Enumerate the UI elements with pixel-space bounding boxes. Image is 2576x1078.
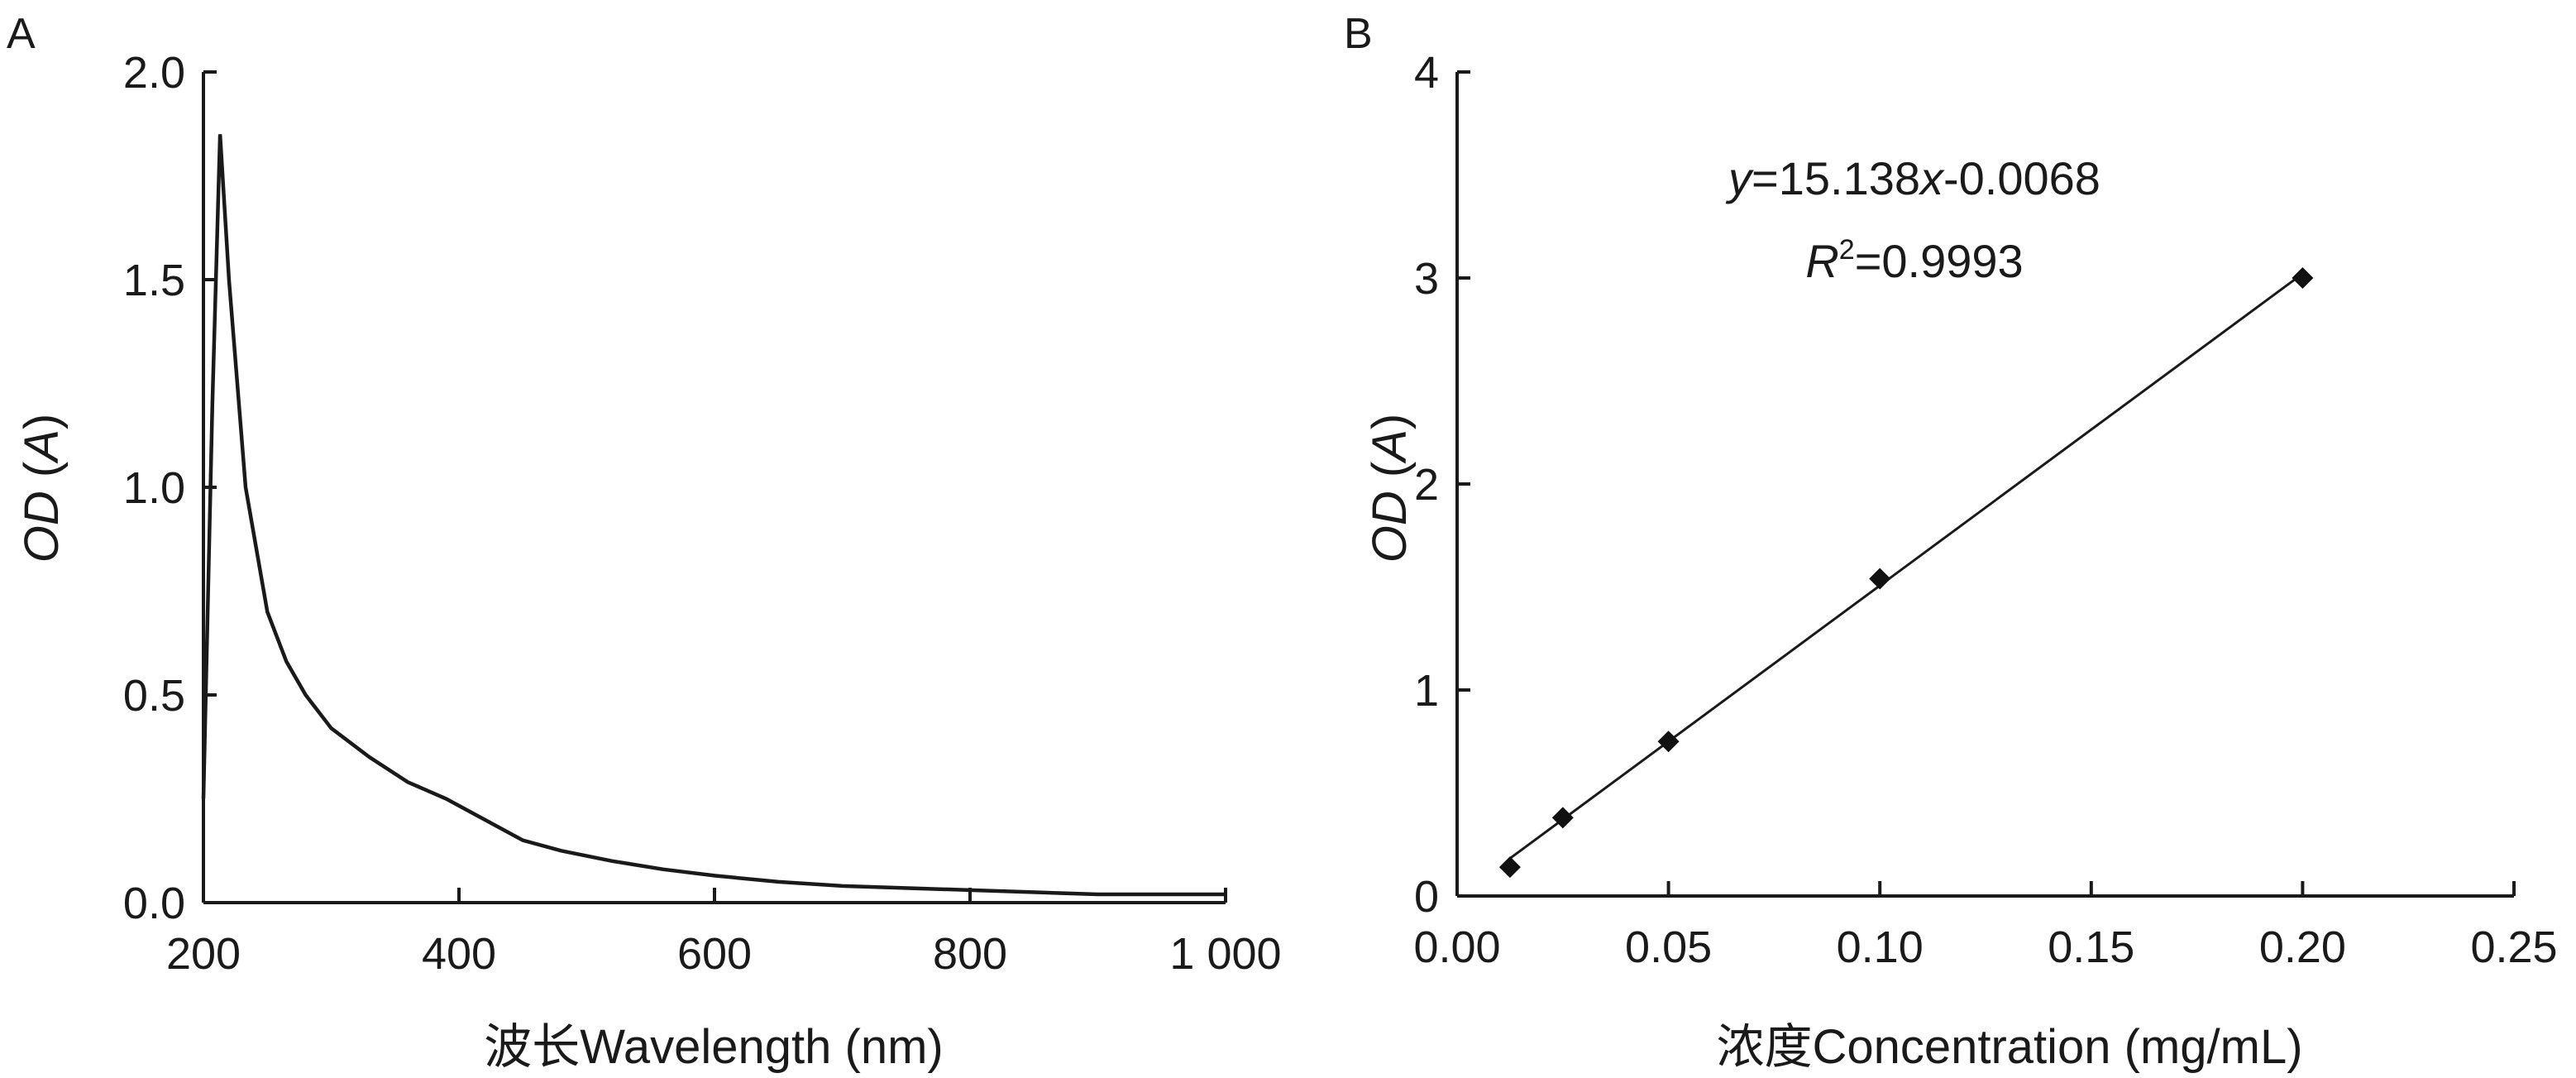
r-squared: R2=0.9993 (1805, 234, 2023, 287)
y-tick-label: 4 (1414, 48, 1439, 98)
x-tick-label: 800 (933, 929, 1007, 979)
y-tick-label: 1.0 (123, 463, 185, 513)
chart-b: B 0 1 2 3 4 0.00 0.05 0.10 0.15 0.20 0.25 浓度Concen… (1344, 10, 2558, 1074)
fit-line (1509, 272, 2304, 860)
y-tick-label: 0.0 (123, 879, 185, 928)
x-tick-label: 0.20 (2259, 922, 2346, 972)
panel-label-a: A (7, 10, 36, 58)
y-tick-label: 3 (1414, 254, 1439, 304)
y-axis-title-a: OD (A) (15, 414, 69, 563)
y-axis-title-b: OD (A) (1363, 414, 1417, 563)
data-point (1869, 568, 1891, 590)
y-tick-label: 2.0 (123, 48, 185, 98)
y-tick-label: 1.5 (123, 256, 185, 305)
x-tick-label: 0.15 (2048, 922, 2134, 972)
spectrum-line (201, 134, 1226, 897)
x-tick-label: 1 000 (1169, 929, 1281, 979)
x-tick-label: 0.05 (1625, 922, 1712, 972)
y-tick-label: 2 (1414, 460, 1439, 510)
data-point (1551, 807, 1574, 829)
x-tick-label: 0.10 (1837, 922, 1924, 972)
x-tick-label: 0.25 (2470, 922, 2557, 972)
x-tick-label: 200 (166, 929, 241, 979)
x-axis-title-b: 浓度Concentration (mg/mL) (1716, 1020, 2302, 1074)
x-axis-title-a: 波长Wavelength (nm) (484, 1020, 943, 1074)
y-tick-label: 1 (1414, 666, 1439, 716)
data-point (1657, 731, 1680, 753)
y-tick-label: 0 (1414, 872, 1439, 922)
chart-a: A 0.0 0.5 1.0 1.5 2.0 200 400 600 800 1 000 波长Wav… (7, 10, 1282, 1074)
x-tick-label: 600 (677, 929, 752, 979)
x-tick-label: 0.00 (1413, 922, 1500, 972)
panel-label-b: B (1344, 10, 1373, 58)
regression-equation: y=15.138x-0.0068 (1725, 152, 2100, 204)
y-tick-label: 0.5 (123, 671, 185, 721)
data-point (2292, 267, 2314, 289)
x-tick-label: 400 (422, 929, 496, 979)
data-point (1498, 856, 1521, 879)
